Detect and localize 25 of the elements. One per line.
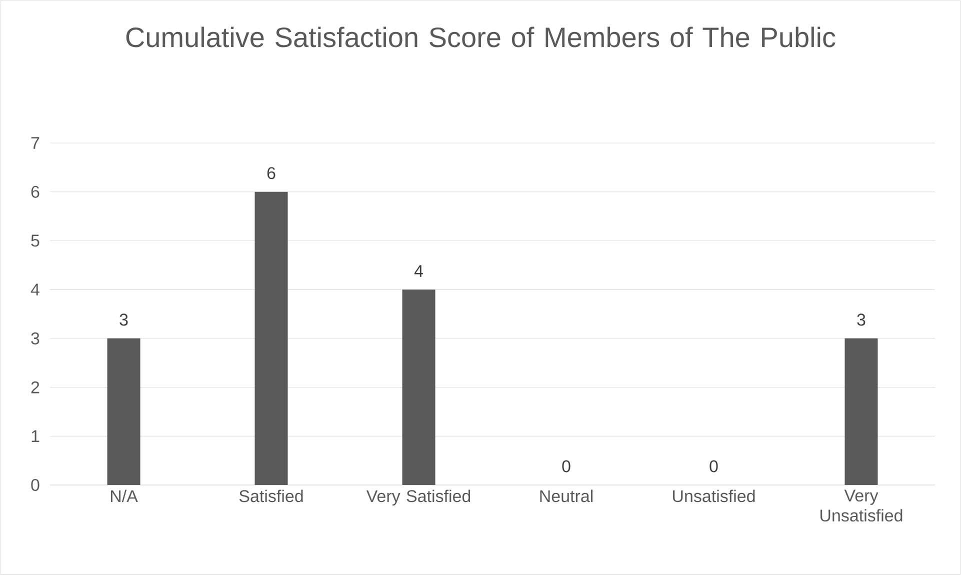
data-label: 0 xyxy=(710,460,718,472)
y-tick-label: 1 xyxy=(32,430,40,442)
y-tick-label: 4 xyxy=(30,284,40,296)
bar xyxy=(844,338,878,485)
bar xyxy=(402,290,436,485)
chart-title: Cumulative Satisfaction Score of Members of The Public xyxy=(126,26,836,48)
data-label: 3 xyxy=(857,314,866,326)
x-tick-label: Very Unsatisfied xyxy=(820,490,902,522)
bar xyxy=(107,338,140,485)
y-tick-label: 0 xyxy=(31,478,40,492)
y-tick-label: 6 xyxy=(31,186,40,198)
data-label: 0 xyxy=(562,460,570,472)
bar xyxy=(254,192,288,485)
x-tick-label: Neutral xyxy=(540,490,592,502)
data-label: 3 xyxy=(120,314,128,326)
x-tick-label: Very Satisfied xyxy=(366,490,470,506)
y-tick-label: 3 xyxy=(31,332,40,344)
x-tick-label: Satisfied xyxy=(239,490,303,502)
data-label: 4 xyxy=(414,265,423,277)
data-label: 6 xyxy=(267,167,276,180)
y-tick-label: 7 xyxy=(31,137,40,149)
x-tick-label: N/A xyxy=(110,490,138,502)
x-tick-label: Unsatisfied xyxy=(673,490,755,502)
y-tick-label: 5 xyxy=(31,234,40,247)
y-tick-label: 2 xyxy=(31,381,40,394)
